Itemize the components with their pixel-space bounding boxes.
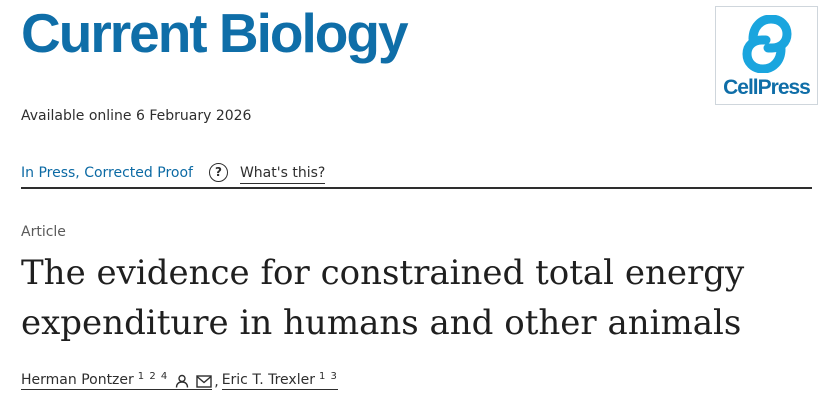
in-press-status-link[interactable]: In Press, Corrected Proof bbox=[21, 165, 193, 181]
author-list: Herman Pontzer 1 2 4 , Eric T. Trexler 1… bbox=[21, 371, 338, 390]
publisher-name: CellPress bbox=[723, 76, 811, 99]
author-separator: , bbox=[214, 374, 219, 390]
mail-icon[interactable] bbox=[196, 375, 212, 388]
help-circle-icon[interactable]: ? bbox=[208, 163, 228, 182]
article-status-bar: In Press, Corrected Proof ? What's this? bbox=[21, 163, 812, 189]
article-title: The evidence for constrained total energ… bbox=[21, 253, 745, 343]
author-affiliations: 1 2 4 bbox=[137, 371, 169, 382]
article-type-label: Article bbox=[21, 224, 66, 240]
cellpress-logo-icon bbox=[742, 15, 792, 73]
author-link[interactable]: Herman Pontzer 1 2 4 bbox=[21, 371, 213, 390]
author-name: Herman Pontzer bbox=[21, 372, 134, 388]
availability-date: Available online 6 February 2026 bbox=[21, 108, 252, 124]
journal-title[interactable]: Current Biology bbox=[21, 2, 409, 64]
whats-this-link[interactable]: What's this? bbox=[239, 164, 326, 184]
person-icon bbox=[176, 374, 189, 388]
author-affiliations: 1 3 bbox=[318, 371, 338, 382]
author-link[interactable]: Eric T. Trexler 1 3 bbox=[221, 371, 338, 390]
publisher-logo[interactable]: CellPress bbox=[715, 6, 818, 105]
author-name: Eric T. Trexler bbox=[221, 372, 315, 388]
